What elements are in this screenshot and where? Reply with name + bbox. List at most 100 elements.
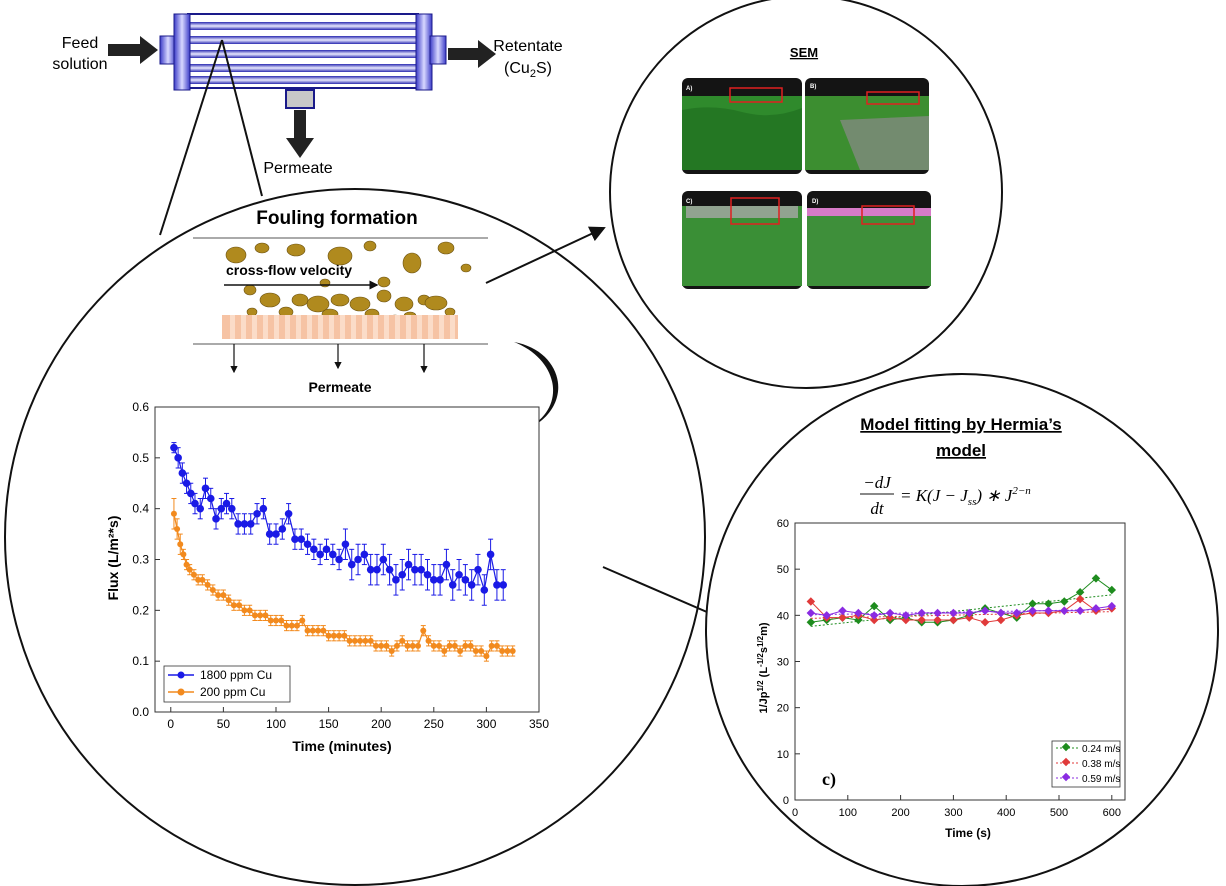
y-tick-label: 10 (777, 749, 789, 761)
hermia-legend-label-1: 0.24 m/s (1082, 744, 1120, 755)
hermia-point (964, 613, 974, 622)
sem-panel-c-label: C) (686, 199, 692, 205)
flux-point (430, 642, 437, 649)
fouling-schematic: cross-flow velocity Permeate (193, 237, 488, 395)
hermia-point (885, 608, 895, 618)
sem-panel-d: D) (807, 191, 931, 289)
hermia-point (806, 597, 816, 606)
hermia-point (949, 615, 958, 625)
y-tick-label: 0.5 (132, 451, 149, 465)
foulant-particle (330, 293, 350, 307)
flux-point (404, 560, 413, 569)
hermia-point (1028, 606, 1037, 615)
flux-legend-box (163, 665, 291, 703)
flux-point (330, 632, 337, 639)
flux-chart: 0 50 100 150 200 250 300 350 0.0 0.1 0.2 0.3 0.4 0.5 0… (105, 400, 549, 754)
flux-point (486, 550, 495, 559)
flux-point (228, 504, 236, 513)
flux-point (411, 565, 419, 574)
flux-legend-marker-2 (177, 688, 185, 696)
foulant-particle (363, 240, 377, 252)
flux-point (291, 535, 299, 543)
flux-x-label: Time (minutes) (292, 738, 391, 754)
flux-point (222, 499, 231, 508)
flux-point (278, 525, 287, 533)
flux-point (183, 561, 190, 568)
eq-rhs: = K(J − Jss) ∗ J2−n (900, 485, 1031, 508)
flux-point (272, 530, 280, 538)
y-tick-label: 0.0 (132, 705, 149, 719)
flux-point (182, 479, 191, 488)
flux-point (186, 566, 193, 573)
membrane-pore (439, 315, 444, 339)
flux-point (220, 592, 227, 599)
foulant-particle (291, 293, 309, 307)
y-tick-label: 60 (777, 518, 789, 530)
x-tick-label: 400 (997, 807, 1015, 819)
flux-point (209, 587, 216, 593)
flux-point (177, 541, 184, 548)
membrane-pore (318, 315, 323, 339)
module-tube-1 (188, 22, 418, 30)
flux-point (190, 571, 197, 578)
flux-point (451, 642, 458, 649)
hermia-point (901, 615, 911, 625)
flux-legend-label-1: 1800 ppm Cu (200, 668, 272, 682)
hermia-point (996, 608, 1006, 618)
flux-point (278, 617, 285, 624)
hermia-point (933, 615, 942, 625)
membrane-pore (263, 315, 268, 339)
permeate-arrow-icon (286, 110, 314, 158)
flux-y-label: Flux (L/m²*s) (105, 516, 121, 601)
sem-panel-c: C) (682, 191, 802, 289)
flux-point (461, 576, 470, 584)
flux-point (499, 648, 506, 654)
membrane-pore (384, 315, 389, 339)
hermia-point (996, 615, 1006, 625)
membrane-pore (417, 315, 422, 339)
membrane-pore (351, 315, 356, 339)
flux-point (206, 494, 215, 503)
hermia-axis-ticks: 0 100 200 300 400 500 600 0 10 20 30 40 50 60 (777, 518, 1121, 819)
hermia-legend-marker-2 (1061, 757, 1071, 767)
flux-point (379, 555, 388, 564)
y-tick-label: 0 (783, 795, 789, 807)
membrane-pore (274, 315, 279, 339)
flux-point (446, 642, 453, 649)
retentate-label-line1: Retentate (493, 38, 562, 55)
flux-point (230, 602, 237, 609)
membrane-pore (450, 315, 455, 339)
foulant-particle (225, 246, 247, 264)
hermia-x-label: Time (s) (945, 826, 991, 840)
sem-panel-b: B) (805, 78, 929, 174)
hermia-legend-marker-1 (1061, 742, 1071, 752)
flux-point (417, 565, 425, 574)
flux-point (388, 648, 395, 654)
flux-point (399, 637, 406, 644)
flux-legend: 1800 ppm Cu 200 ppm Cu (163, 665, 291, 703)
flux-point (442, 560, 451, 569)
flux-point (429, 576, 438, 584)
feed-arrow-icon (108, 36, 158, 64)
hermia-point (806, 618, 816, 627)
flux-point (478, 648, 485, 654)
x-tick-label: 100 (266, 717, 286, 731)
membrane-pore (406, 315, 411, 339)
membrane-pore (241, 315, 246, 339)
membrane-pores (230, 315, 455, 339)
module-tube-4 (188, 64, 418, 72)
hermia-chart: 0 100 200 300 400 500 600 0 10 20 30 40 50 60 Time (s… (756, 518, 1126, 840)
x-tick-label: 300 (944, 807, 962, 819)
flux-point (265, 530, 274, 538)
flux-point (357, 637, 364, 644)
flux-point (393, 642, 400, 649)
flux-point (354, 555, 362, 564)
hermia-legend-box (1051, 740, 1121, 788)
hermia-legend-label-2: 0.38 m/s (1082, 759, 1120, 770)
flux-point (499, 581, 508, 589)
membrane-pore (329, 315, 334, 339)
flux-point (383, 642, 390, 649)
flux-point (304, 627, 311, 634)
flux-point (215, 592, 222, 599)
permeate-flow-label: Permeate (308, 379, 371, 395)
